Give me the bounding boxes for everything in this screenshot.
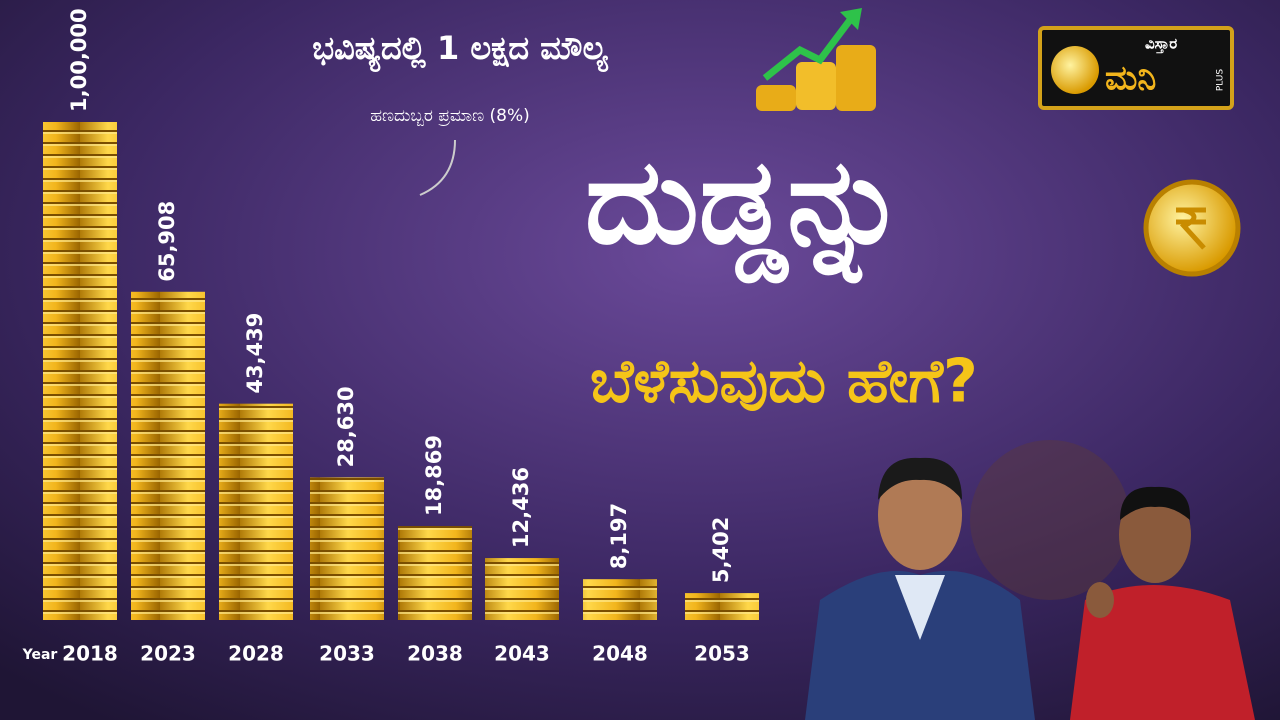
value-label: 65,908 [155,201,179,282]
value-label: 12,436 [509,467,533,548]
chart-subtitle: ಹಣದುಬ್ಬರ ಪ್ರಮಾಣ (8%) [370,106,530,126]
presenter-right [1070,486,1255,720]
value-label: 18,869 [422,435,446,516]
logo-badge: PLUS [1216,69,1226,92]
coin-stack [485,558,559,620]
coin-icon [1143,179,1241,277]
value-label: 43,439 [243,313,267,394]
headline-main: ದುಡ್ಡನ್ನು [585,132,906,283]
coin-stack [219,403,293,620]
chart-title: ಭವಿಷ್ಯದಲ್ಲಿ 1 ಲಕ್ಷದ ಮೌಲ್ಯ [312,29,608,73]
x-tick-label: 2028 [228,642,284,666]
x-tick-label: 2018 [62,642,118,666]
x-tick-label: 2048 [592,642,648,666]
coin-stack [43,122,117,620]
logo-main: ಮನಿ [1105,59,1156,99]
value-label: 1,00,000 [67,8,91,112]
coin-stack [685,593,759,620]
coins-growth-icon [756,8,876,111]
x-tick-label: 2033 [319,642,375,666]
x-tick-label: 2043 [494,642,550,666]
coin-stack [131,291,205,620]
faded-coin [970,440,1130,600]
value-label: 5,402 [709,517,733,583]
value-label: 28,630 [334,386,358,467]
rupee-symbol [1176,207,1206,250]
x-axis-label: Year [22,647,58,663]
coin-stack [310,477,384,620]
logo-top: ವಿಸ್ತಾರ [1145,35,1177,55]
x-tick-label: 2053 [694,642,750,666]
logo: ವಿಸ್ತಾರ ಮನಿ PLUS [1038,26,1234,110]
value-label: 8,197 [607,503,631,569]
coin-stack [583,579,657,620]
coin-stack [398,526,472,620]
subtitle-arrow [419,139,456,196]
x-tick-label: 2023 [140,642,196,666]
presenter-left [805,457,1035,720]
headline-sub: ಬೆಳೆಸುವುದು ಹೇಗೆ? [590,347,978,417]
x-tick-label: 2038 [407,642,463,666]
